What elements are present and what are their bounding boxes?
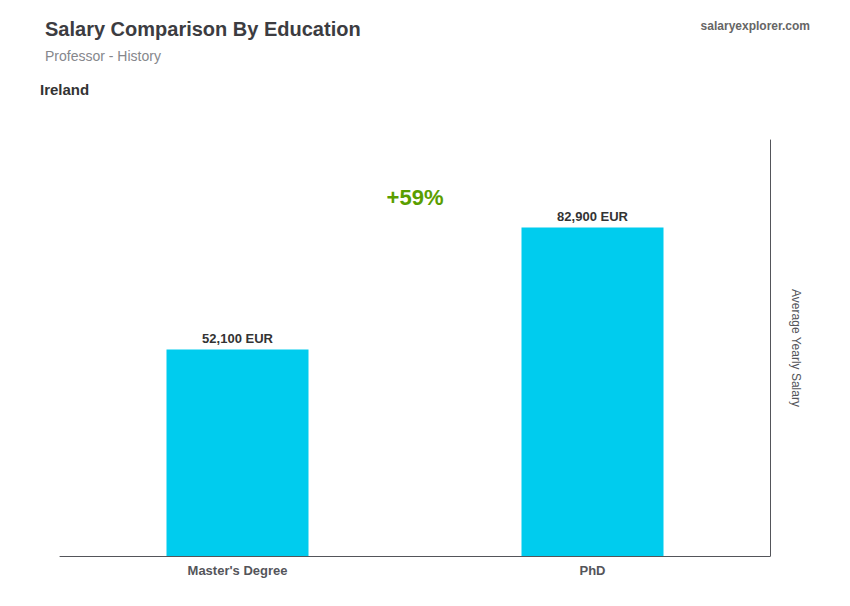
svg-text:+59%: +59% <box>387 185 444 210</box>
svg-text:Average Yearly Salary: Average Yearly Salary <box>789 289 803 407</box>
svg-text:Salary Comparison By Education: Salary Comparison By Education <box>45 18 361 40</box>
svg-text:Ireland: Ireland <box>40 81 89 98</box>
svg-text:PhD: PhD <box>580 563 606 578</box>
svg-text:82,900 EUR: 82,900 EUR <box>557 209 628 224</box>
svg-text:Professor - History: Professor - History <box>45 48 161 64</box>
svg-text:52,100 EUR: 52,100 EUR <box>202 331 273 346</box>
svg-text:Master's Degree: Master's Degree <box>188 563 288 578</box>
svg-text:salaryexplorer.com: salaryexplorer.com <box>701 19 810 33</box>
